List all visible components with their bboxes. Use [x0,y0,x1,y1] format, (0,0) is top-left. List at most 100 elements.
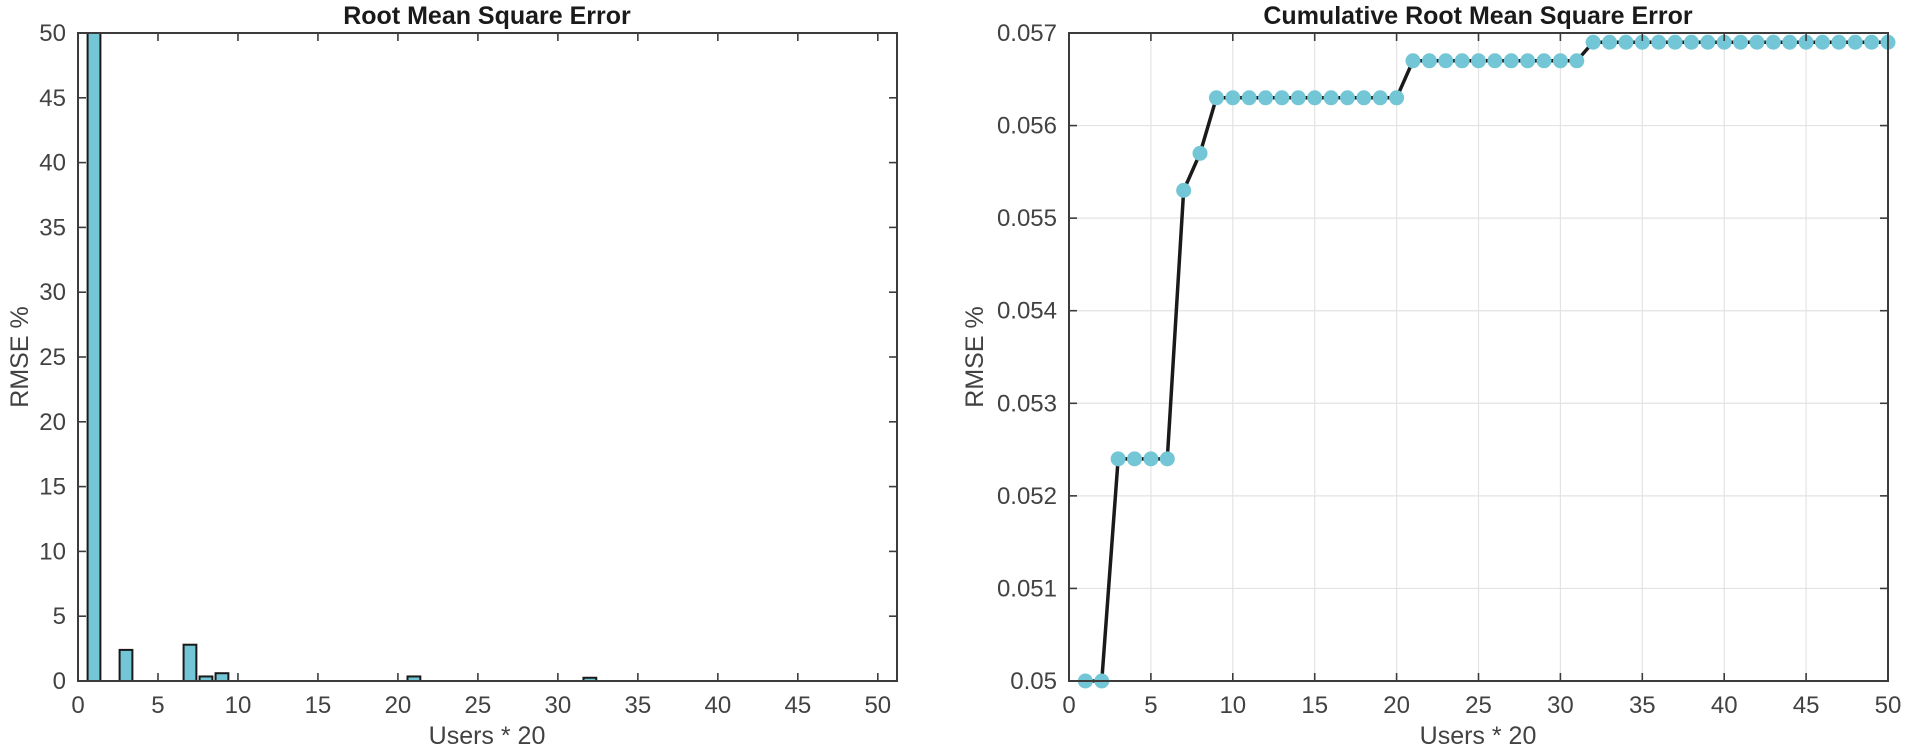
x-tick-label: 0 [1062,692,1075,719]
axes-box [77,32,898,682]
bar [214,672,230,682]
data-point-marker [1356,90,1372,106]
data-point-marker [1585,34,1601,50]
y-tick-label: 40 [39,150,66,177]
bar [86,32,102,682]
y-tick-label: 10 [39,538,66,565]
data-point-marker [1749,34,1765,50]
data-point-marker [1421,53,1437,69]
right-axes [1068,32,1889,682]
chart-right-cumulative-line: 0 5 10 15 20 25 30 35 40 45 50 0.05 0.051 0.052 0.053 0… [961,2,1901,750]
x-tick-label: 40 [1711,692,1738,719]
data-line [1083,40,1890,683]
x-tick-label: 25 [465,692,492,719]
bar [118,648,134,682]
data-point-marker [1864,34,1880,50]
data-point-marker [1208,90,1224,106]
data-point-marker [1651,34,1667,50]
left-series [86,32,598,683]
data-point-marker [1143,451,1159,467]
data-point-marker [1307,90,1323,106]
y-tick-label: 30 [39,279,66,306]
data-point-marker [1552,53,1568,69]
y-tick-label: 5 [53,603,66,630]
x-tick-label: 5 [1144,692,1157,719]
left-tick-labels: 0 5 10 15 20 25 30 35 40 45 50 0 5 10 15 20 25 30 35 40 45 50 [39,20,891,719]
right-grid [1069,33,1888,681]
chart-left-rmse-bar: 0 5 10 15 20 25 30 35 40 45 50 0 5 10 15 20 25 30 35 40 45 50… [6,2,898,750]
x-tick-label: 30 [545,692,572,719]
left-yaxis-label: RMSE % [6,306,34,407]
right-yaxis-label: RMSE % [961,306,989,407]
y-tick-label: 0.055 [997,205,1057,232]
data-point-marker [1618,34,1634,50]
data-point-marker [1454,53,1470,69]
y-tick-label: 0.05 [1010,668,1057,695]
x-tick-label: 15 [305,692,332,719]
x-tick-label: 50 [1875,692,1902,719]
y-tick-label: 25 [39,344,66,371]
data-point-marker [1438,53,1454,69]
left-xaxis-label: Users * 20 [429,722,546,750]
data-point-marker [1159,451,1175,467]
data-point-marker [1405,53,1421,69]
data-point-marker [1487,53,1503,69]
data-point-marker [1602,34,1618,50]
data-point-marker [1192,145,1208,161]
x-tick-label: 45 [1793,692,1820,719]
data-point-marker [1847,34,1863,50]
data-point-marker [1127,451,1143,467]
data-point-marker [1241,90,1257,106]
y-tick-label: 0.054 [997,298,1057,325]
data-point-marker [1716,34,1732,50]
data-point-marker [1503,53,1519,69]
y-tick-label: 0.056 [997,113,1057,140]
x-tick-label: 20 [1383,692,1410,719]
data-point-marker [1634,34,1650,50]
y-tick-label: 35 [39,214,66,241]
data-point-marker [1733,34,1749,50]
data-point-marker [1683,34,1699,50]
data-point-marker [1782,34,1798,50]
x-tick-label: 35 [1629,692,1656,719]
right-tick-labels: 0 5 10 15 20 25 30 35 40 45 50 0.05 0.051 0.052 0.053 0… [997,20,1901,719]
x-tick-label: 30 [1547,692,1574,719]
x-tick-label: 50 [864,692,891,719]
y-tick-label: 20 [39,409,66,436]
left-chart-title: Root Mean Square Error [343,2,631,30]
data-point-marker [1700,34,1716,50]
right-series [1077,34,1896,689]
x-tick-label: 25 [1465,692,1492,719]
x-tick-label: 10 [1219,692,1246,719]
data-point-marker [1814,34,1830,50]
y-tick-label: 15 [39,474,66,501]
data-point-marker [1274,90,1290,106]
y-tick-label: 0.053 [997,390,1057,417]
y-tick-label: 0.057 [997,20,1057,47]
data-point-marker [1667,34,1683,50]
y-tick-label: 0 [53,668,66,695]
right-xaxis-label: Users * 20 [1420,722,1537,750]
data-point-marker [1372,90,1388,106]
x-tick-label: 45 [784,692,811,719]
data-point-marker [1339,90,1355,106]
data-point-marker [1225,90,1241,106]
data-point-marker [1389,90,1405,106]
x-tick-label: 5 [151,692,164,719]
data-point-marker [1176,182,1192,198]
data-point-marker [1798,34,1814,50]
right-chart-title: Cumulative Root Mean Square Error [1263,2,1693,30]
data-point-marker [1323,90,1339,106]
x-tick-label: 10 [225,692,252,719]
data-point-marker [1290,90,1306,106]
x-tick-label: 40 [704,692,731,719]
data-point-marker [1110,451,1126,467]
data-point-marker [1471,53,1486,69]
data-point-marker [1765,34,1781,50]
x-tick-label: 20 [385,692,412,719]
data-point-marker [1569,53,1585,69]
data-point-marker [1831,34,1847,50]
x-tick-label: 15 [1301,692,1328,719]
left-axes [77,32,898,682]
